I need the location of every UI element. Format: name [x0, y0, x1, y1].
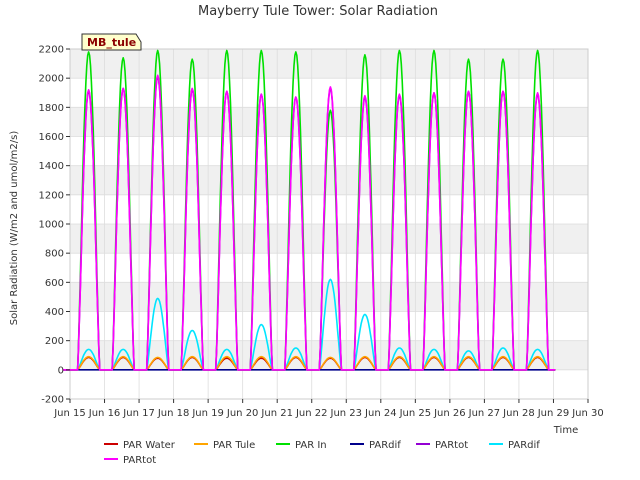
x-tick-label: Jun 16	[88, 408, 121, 419]
y-tick-label: 1200	[39, 190, 64, 201]
legend-label: PARdif	[508, 440, 540, 451]
y-tick-label: 1800	[39, 103, 64, 114]
legend-label: PAR Tule	[213, 440, 255, 451]
x-tick-label: Jun 30	[571, 408, 604, 419]
x-axis-ticks: Jun 15 Jun 16 Jun 17 Jun 18 Jun 19 Jun 20 Jun …	[53, 399, 604, 419]
y-tick-label: 1400	[39, 161, 64, 172]
x-tick-label: Jun 15	[53, 408, 86, 419]
chart-title: Mayberry Tule Tower: Solar Radiation	[198, 4, 438, 19]
plot-band	[70, 340, 588, 370]
x-tick-label: Jun 27	[468, 408, 501, 419]
y-axis-title: Solar Radiation (W/m2 and umol/m2/s)	[9, 131, 20, 326]
x-tick-label: Jun 18	[157, 408, 190, 419]
site-label: MB_tule	[87, 36, 136, 49]
y-tick-label: 1600	[39, 132, 64, 143]
series-lines	[63, 49, 556, 371]
legend-label: PARtot	[435, 440, 468, 451]
x-axis-title: Time	[553, 425, 578, 436]
x-tick-label: Jun 21	[260, 408, 293, 419]
x-tick-label: Jun 23	[330, 408, 363, 419]
x-tick-label: Jun 29	[537, 408, 570, 419]
y-tick-label: 800	[45, 249, 64, 260]
legend-label: PAR In	[295, 440, 327, 451]
legend-label: PARtot	[123, 455, 156, 466]
y-tick-label: 1000	[39, 220, 64, 231]
y-tick-label: 2200	[39, 45, 64, 56]
x-tick-label: Jun 26	[433, 408, 466, 419]
legend-label: PAR Water	[123, 440, 176, 451]
x-tick-label: Jun 17	[122, 408, 155, 419]
y-axis-ticks: -200 0 200 400 600 800 1000 1200 1400 1600 1800 200…	[39, 45, 70, 406]
y-tick-label: 0	[58, 365, 64, 376]
plot-band	[70, 282, 588, 312]
x-tick-label: Jun 28	[502, 408, 535, 419]
x-tick-label: Jun 19	[191, 408, 224, 419]
legend: PAR Water PAR Tule PAR In PARdif PARtot PARdi…	[104, 440, 540, 466]
y-tick-label: -200	[41, 395, 64, 406]
x-tick-label: Jun 20	[226, 408, 259, 419]
y-tick-label: 200	[45, 336, 64, 347]
x-tick-label: Jun 24	[364, 408, 397, 419]
plot-band	[70, 165, 588, 195]
y-tick-label: 2000	[39, 74, 64, 85]
x-tick-label: Jun 22	[295, 408, 328, 419]
legend-label: PARdif	[369, 440, 401, 451]
series-line-partot	[63, 74, 556, 371]
plot-band	[70, 49, 588, 79]
x-tick-label: Jun 25	[399, 408, 432, 419]
site-label-box: MB_tule	[81, 33, 142, 51]
y-tick-label: 400	[45, 307, 64, 318]
y-tick-label: 600	[45, 278, 64, 289]
plot-band	[70, 224, 588, 254]
